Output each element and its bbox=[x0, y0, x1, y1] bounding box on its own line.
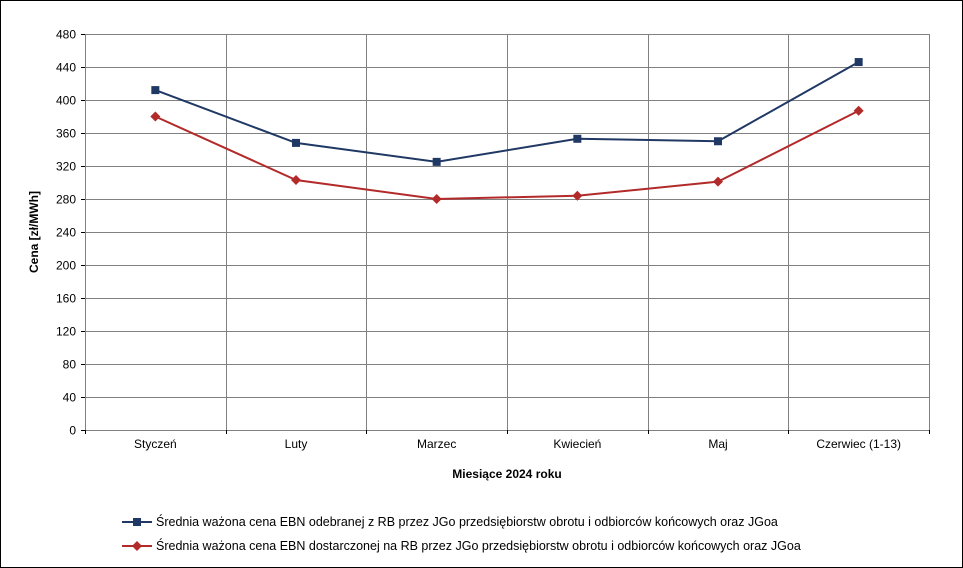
data-point bbox=[573, 134, 582, 143]
legend-item-1: Średnia ważona cena EBN odebranej z RB p… bbox=[122, 514, 778, 529]
data-point bbox=[854, 58, 863, 67]
series-group bbox=[150, 58, 864, 204]
data-point bbox=[431, 194, 442, 204]
y-tick-label: 240 bbox=[56, 226, 76, 240]
data-point bbox=[150, 111, 161, 122]
data-point bbox=[713, 176, 723, 187]
legend-item-2: Średnia ważona cena EBN dostarczonej na … bbox=[122, 538, 801, 553]
series-line bbox=[154, 109, 860, 201]
legend-marker bbox=[133, 518, 141, 526]
x-axis-ticks: Styczeń Luty Marzec Kwiecień Maj Czerwiec (1-… bbox=[85, 430, 930, 451]
x-tick-label: Kwiecień bbox=[553, 437, 601, 451]
x-axis-title: Miesiące 2024 roku bbox=[452, 467, 561, 481]
legend: Średnia ważona cena EBN odebranej z RB p… bbox=[122, 514, 801, 553]
y-axis-title: Cena [zł/MWh] bbox=[27, 191, 41, 273]
x-tick-label: Czerwiec (1-13) bbox=[816, 437, 901, 451]
y-tick-label: 320 bbox=[56, 160, 76, 174]
y-tick-label: 480 bbox=[56, 28, 76, 42]
data-point bbox=[572, 190, 583, 201]
y-tick-label: 0 bbox=[69, 424, 76, 438]
y-tick-label: 400 bbox=[56, 94, 76, 108]
y-tick-label: 200 bbox=[56, 259, 76, 273]
y-tick-label: 360 bbox=[56, 127, 76, 141]
data-point bbox=[291, 175, 301, 186]
x-tick-label: Maj bbox=[708, 437, 727, 451]
x-tick-label: Luty bbox=[285, 437, 308, 451]
series-1 bbox=[151, 58, 863, 166]
y-tick-label: 80 bbox=[63, 358, 77, 372]
x-tick-label: Marzec bbox=[417, 437, 456, 451]
data-point bbox=[151, 86, 160, 95]
x-tick-label: Styczeń bbox=[134, 437, 177, 451]
y-tick-label: 160 bbox=[56, 292, 76, 306]
legend-label: Średnia ważona cena EBN dostarczonej na … bbox=[156, 538, 801, 553]
series-line bbox=[154, 61, 860, 163]
y-tick-label: 280 bbox=[56, 193, 76, 207]
series-2 bbox=[150, 105, 864, 204]
data-point bbox=[432, 157, 441, 166]
data-point bbox=[292, 138, 300, 147]
legend-label: Średnia ważona cena EBN odebranej z RB p… bbox=[156, 514, 778, 529]
y-tick-label: 120 bbox=[56, 325, 76, 339]
y-tick-label: 440 bbox=[56, 61, 76, 75]
legend-marker bbox=[132, 541, 142, 551]
y-tick-label: 40 bbox=[63, 391, 77, 405]
y-axis-ticks: 0 40 80 120 160 200 240 280 320 360 400 440 480 bbox=[56, 28, 85, 438]
data-point bbox=[714, 137, 722, 146]
data-point bbox=[853, 105, 864, 116]
